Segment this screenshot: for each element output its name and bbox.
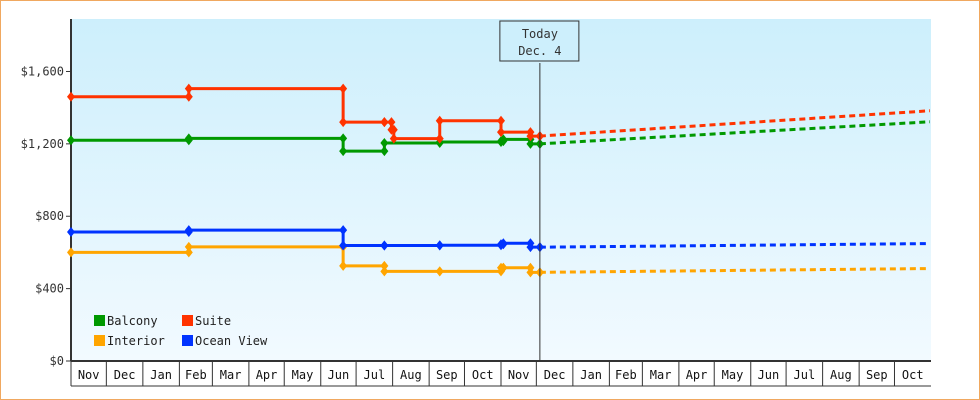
data-point [380,240,389,251]
legend-swatch [182,335,193,346]
x-tick-label: Dec [544,368,566,382]
forecast-line-suite [539,109,930,138]
data-point [497,127,505,138]
x-tick-label: Nov [508,368,530,382]
x-tick-label: Oct [902,368,924,382]
data-point [499,136,508,147]
x-tick-label: Jan [150,368,172,382]
series-layer [67,83,930,278]
data-point [67,226,75,237]
x-tick-label: Aug [400,368,422,382]
data-point [380,260,389,271]
legend-label: Balcony [107,314,158,328]
y-tick-label: $1,600 [21,64,64,78]
x-axis: Nov Dec Jan Feb Mar Apr May Jun Jul Aug Sep Oct Nov D… [70,360,931,387]
today-box [499,20,580,62]
data-point [435,133,444,144]
data-point [389,133,398,144]
data-point [380,117,389,128]
data-point [389,124,398,135]
forecast-line-ocean-view [539,242,930,249]
x-tick-label: Jun [328,368,350,382]
x-tick-label: Feb [615,368,637,382]
data-point [380,266,389,277]
legend-swatch [182,315,193,326]
x-tick-label: Jan [580,368,602,382]
data-point [67,135,75,146]
data-point [380,146,389,157]
x-tick-label: Mar [650,368,672,382]
x-tick-label: Sep [436,368,458,382]
x-tick-label: Jul [364,368,386,382]
y-tick-label: $1,200 [21,137,64,151]
x-tick-label: May [722,368,744,382]
legend-label: Suite [195,314,231,328]
x-tick-label: Oct [472,368,494,382]
data-point [435,266,444,277]
forecast-line-interior [539,267,930,274]
data-point [435,115,444,126]
data-point [499,239,508,250]
y-tick-label: $400 [35,282,64,296]
x-tick-label: Dec [114,368,136,382]
y-axis: $0 $400 $800 $1,200 $1,600 [21,19,72,368]
data-point [339,240,348,251]
x-tick-label: Jul [794,368,816,382]
forecast-line-balcony [539,120,930,146]
data-point [387,117,396,128]
x-tick-label: Sep [866,368,888,382]
data-point [184,83,193,94]
x-tick-label: Aug [830,368,852,382]
x-tick-label: Apr [686,368,708,382]
today-label: Today [522,27,558,41]
x-tick-label: Apr [256,368,278,382]
y-tick-label: $0 [50,354,64,368]
legend-swatch [94,335,105,346]
data-point [435,240,444,251]
legend-swatch [94,315,105,326]
data-point [184,247,193,258]
plot-area [71,19,931,361]
data-point [339,133,348,144]
data-point [497,115,505,126]
legend-label: Interior [107,334,165,348]
data-point [184,135,193,146]
y-tick-label: $800 [35,209,64,223]
x-tick-label: May [292,368,314,382]
data-point [67,247,75,258]
today-date: Dec. 4 [518,44,561,58]
data-point [526,238,535,249]
data-point [339,146,348,157]
data-point [339,260,348,271]
data-point [380,137,389,148]
legend-label: Ocean View [195,334,268,348]
data-point [184,226,193,237]
x-tick-label: Feb [185,368,207,382]
data-point [499,262,508,273]
data-point [184,241,193,252]
data-point [339,225,348,236]
legend: Balcony Suite Interior Ocean View [94,314,268,348]
data-point [526,127,535,138]
data-point [67,91,75,102]
data-point [526,262,535,273]
data-point [339,83,348,94]
x-tick-label: Mar [220,368,242,382]
x-tick-label: Nov [78,368,100,382]
data-point [339,117,348,128]
series-line-interior [71,245,540,274]
today-marker: Today Dec. 4 [499,20,580,361]
x-tick-label: Jun [758,368,780,382]
data-point [184,91,193,102]
